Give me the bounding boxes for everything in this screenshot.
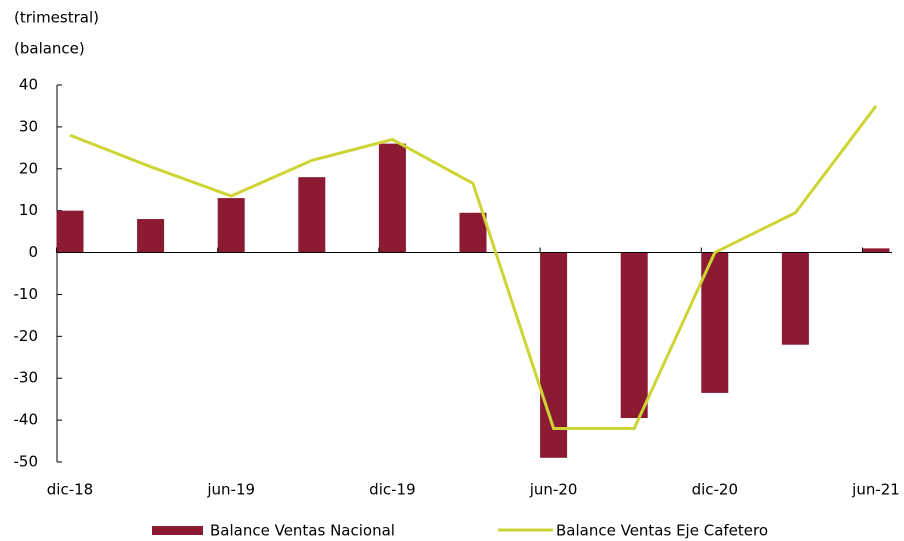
x-tick-label: jun-21: [851, 481, 900, 499]
chart-title: (trimestral): [14, 9, 99, 27]
y-tick-label: -20: [14, 327, 39, 345]
bar: [701, 252, 729, 393]
y-tick-label: -10: [14, 285, 39, 303]
x-tick-label: jun-19: [206, 481, 255, 499]
y-tick-label: -40: [14, 411, 39, 429]
line: [69, 105, 878, 430]
bar: [540, 252, 568, 458]
x-tick-label: dic-18: [47, 481, 93, 499]
legend-swatch: [152, 526, 203, 535]
legend-label: Balance Ventas Nacional: [210, 522, 395, 540]
x-tick-label: dic-19: [369, 481, 415, 499]
x-tick-label: dic-20: [692, 481, 738, 499]
y-tick-label: 40: [19, 76, 38, 94]
x-tick-label: jun-20: [529, 481, 578, 499]
bar: [137, 219, 165, 253]
bar: [298, 177, 326, 253]
y-tick-label: 0: [28, 243, 38, 261]
bar: [862, 248, 890, 253]
bar: [459, 212, 487, 253]
chart-subtitle: (balance): [14, 40, 85, 58]
bar: [217, 198, 245, 253]
bar: [781, 252, 809, 345]
y-tick-label: 30: [19, 117, 38, 135]
y-tick-label: -50: [14, 453, 39, 471]
bar: [378, 143, 406, 253]
bar: [620, 252, 648, 419]
y-tick-label: 20: [19, 159, 38, 177]
legend-label: Balance Ventas Eje Cafetero: [556, 522, 768, 540]
bar: [56, 210, 84, 253]
y-tick-label: 10: [19, 201, 38, 219]
y-tick-label: -30: [14, 369, 39, 387]
